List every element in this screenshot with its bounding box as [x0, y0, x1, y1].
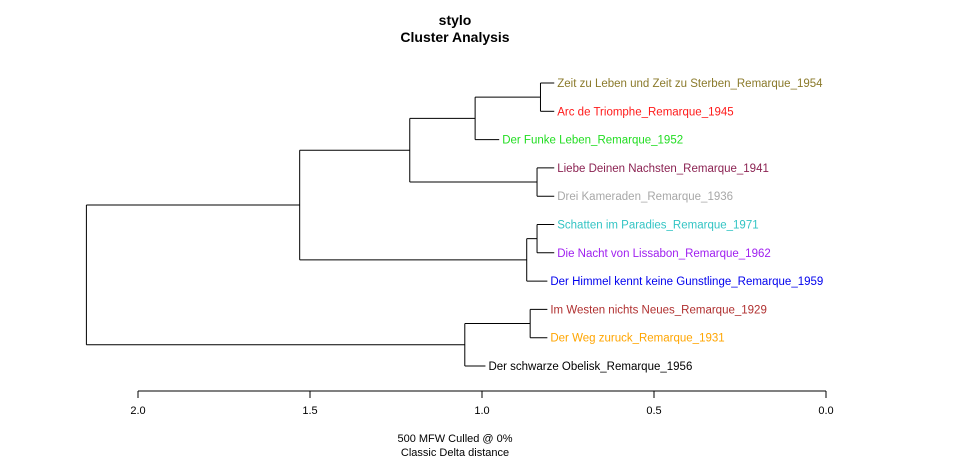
footnote-mfw: 500 MFW Culled @ 0% [397, 433, 512, 445]
chart-title: stylo [439, 12, 472, 28]
leaf-label: Schatten im Paradies_Remarque_1971 [557, 220, 758, 232]
axis-tick-label: 0.0 [818, 405, 833, 417]
leaf-label: Der Weg zuruck_Remarque_1931 [550, 333, 724, 345]
leaf-label: Der schwarze Obelisk_Remarque_1956 [488, 361, 692, 373]
leaf-label: Die Nacht von Lissabon_Remarque_1962 [557, 248, 771, 260]
axis-tick-label: 2.0 [130, 405, 145, 417]
leaf-label: Liebe Deinen Nachsten_Remarque_1941 [557, 163, 769, 175]
leaf-label: Drei Kameraden_Remarque_1936 [557, 191, 733, 203]
leaf-label: Der Funke Leben_Remarque_1952 [502, 135, 683, 147]
distance-axis: 2.0 1.5 1.0 0.5 0.0 [130, 390, 834, 417]
leaf-labels: Zeit zu Leben und Zeit zu Sterben_Remarq… [488, 78, 823, 373]
axis-tick-label: 1.5 [302, 405, 317, 417]
axis-tick-label: 0.5 [646, 405, 661, 417]
leaf-label: Im Westen nichts Neues_Remarque_1929 [550, 304, 767, 316]
leaf-label: Arc de Triomphe_Remarque_1945 [557, 106, 733, 118]
dendrogram-branches [85, 82, 555, 367]
chart-subtitle: Cluster Analysis [400, 29, 509, 45]
footnote-distance: Classic Delta distance [401, 447, 509, 459]
leaf-label: Der Himmel kennt keine Gunstlinge_Remarq… [550, 276, 823, 288]
axis-tick-label: 1.0 [474, 405, 489, 417]
leaf-label: Zeit zu Leben und Zeit zu Sterben_Remarq… [557, 78, 823, 90]
